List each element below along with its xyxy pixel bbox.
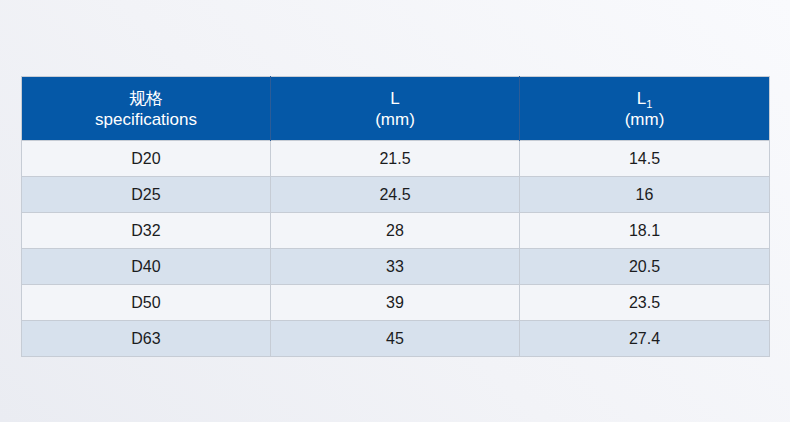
table-row-d63: D63 45 27.4 bbox=[22, 321, 770, 357]
table-row-d25: D25 24.5 16 bbox=[22, 177, 770, 213]
header-l1-symbol: L1 bbox=[520, 88, 769, 109]
l-cell: 24.5 bbox=[271, 177, 520, 213]
header-cell-spec: 规格 specifications bbox=[22, 77, 271, 141]
l-cell: 45 bbox=[271, 321, 520, 357]
header-l1-base: L bbox=[637, 89, 646, 108]
l1-cell: 16 bbox=[520, 177, 770, 213]
l-cell: 39 bbox=[271, 285, 520, 321]
table-row-d20: D20 21.5 14.5 bbox=[22, 141, 770, 177]
l1-cell: 18.1 bbox=[520, 213, 770, 249]
spec-cell: D20 bbox=[22, 141, 271, 177]
header-cell-l1: L1 (mm) bbox=[520, 77, 770, 141]
spec-cell: D32 bbox=[22, 213, 271, 249]
spec-table-container: 规格 specifications L (mm) L1 (mm) D20 21.… bbox=[21, 76, 769, 357]
l-cell: 28 bbox=[271, 213, 520, 249]
table-row-d32: D32 28 18.1 bbox=[22, 213, 770, 249]
header-l-unit: (mm) bbox=[271, 109, 519, 130]
spec-table: 规格 specifications L (mm) L1 (mm) D20 21.… bbox=[21, 76, 770, 357]
spec-cell: D50 bbox=[22, 285, 271, 321]
l1-cell: 23.5 bbox=[520, 285, 770, 321]
l1-cell: 14.5 bbox=[520, 141, 770, 177]
header-spec-cn: 规格 bbox=[22, 88, 270, 109]
header-row: 规格 specifications L (mm) L1 (mm) bbox=[22, 77, 770, 141]
header-l-symbol: L bbox=[271, 88, 519, 109]
l1-cell: 20.5 bbox=[520, 249, 770, 285]
spec-cell: D40 bbox=[22, 249, 271, 285]
l-cell: 21.5 bbox=[271, 141, 520, 177]
header-spec-en: specifications bbox=[22, 109, 270, 130]
header-l1-unit: (mm) bbox=[520, 109, 769, 130]
spec-cell: D25 bbox=[22, 177, 271, 213]
spec-table-body: D20 21.5 14.5 D25 24.5 16 D32 28 18.1 D4… bbox=[22, 141, 770, 357]
l1-cell: 27.4 bbox=[520, 321, 770, 357]
spec-cell: D63 bbox=[22, 321, 271, 357]
table-row-d50: D50 39 23.5 bbox=[22, 285, 770, 321]
spec-table-header: 规格 specifications L (mm) L1 (mm) bbox=[22, 77, 770, 141]
l-cell: 33 bbox=[271, 249, 520, 285]
header-cell-l: L (mm) bbox=[271, 77, 520, 141]
table-row-d40: D40 33 20.5 bbox=[22, 249, 770, 285]
